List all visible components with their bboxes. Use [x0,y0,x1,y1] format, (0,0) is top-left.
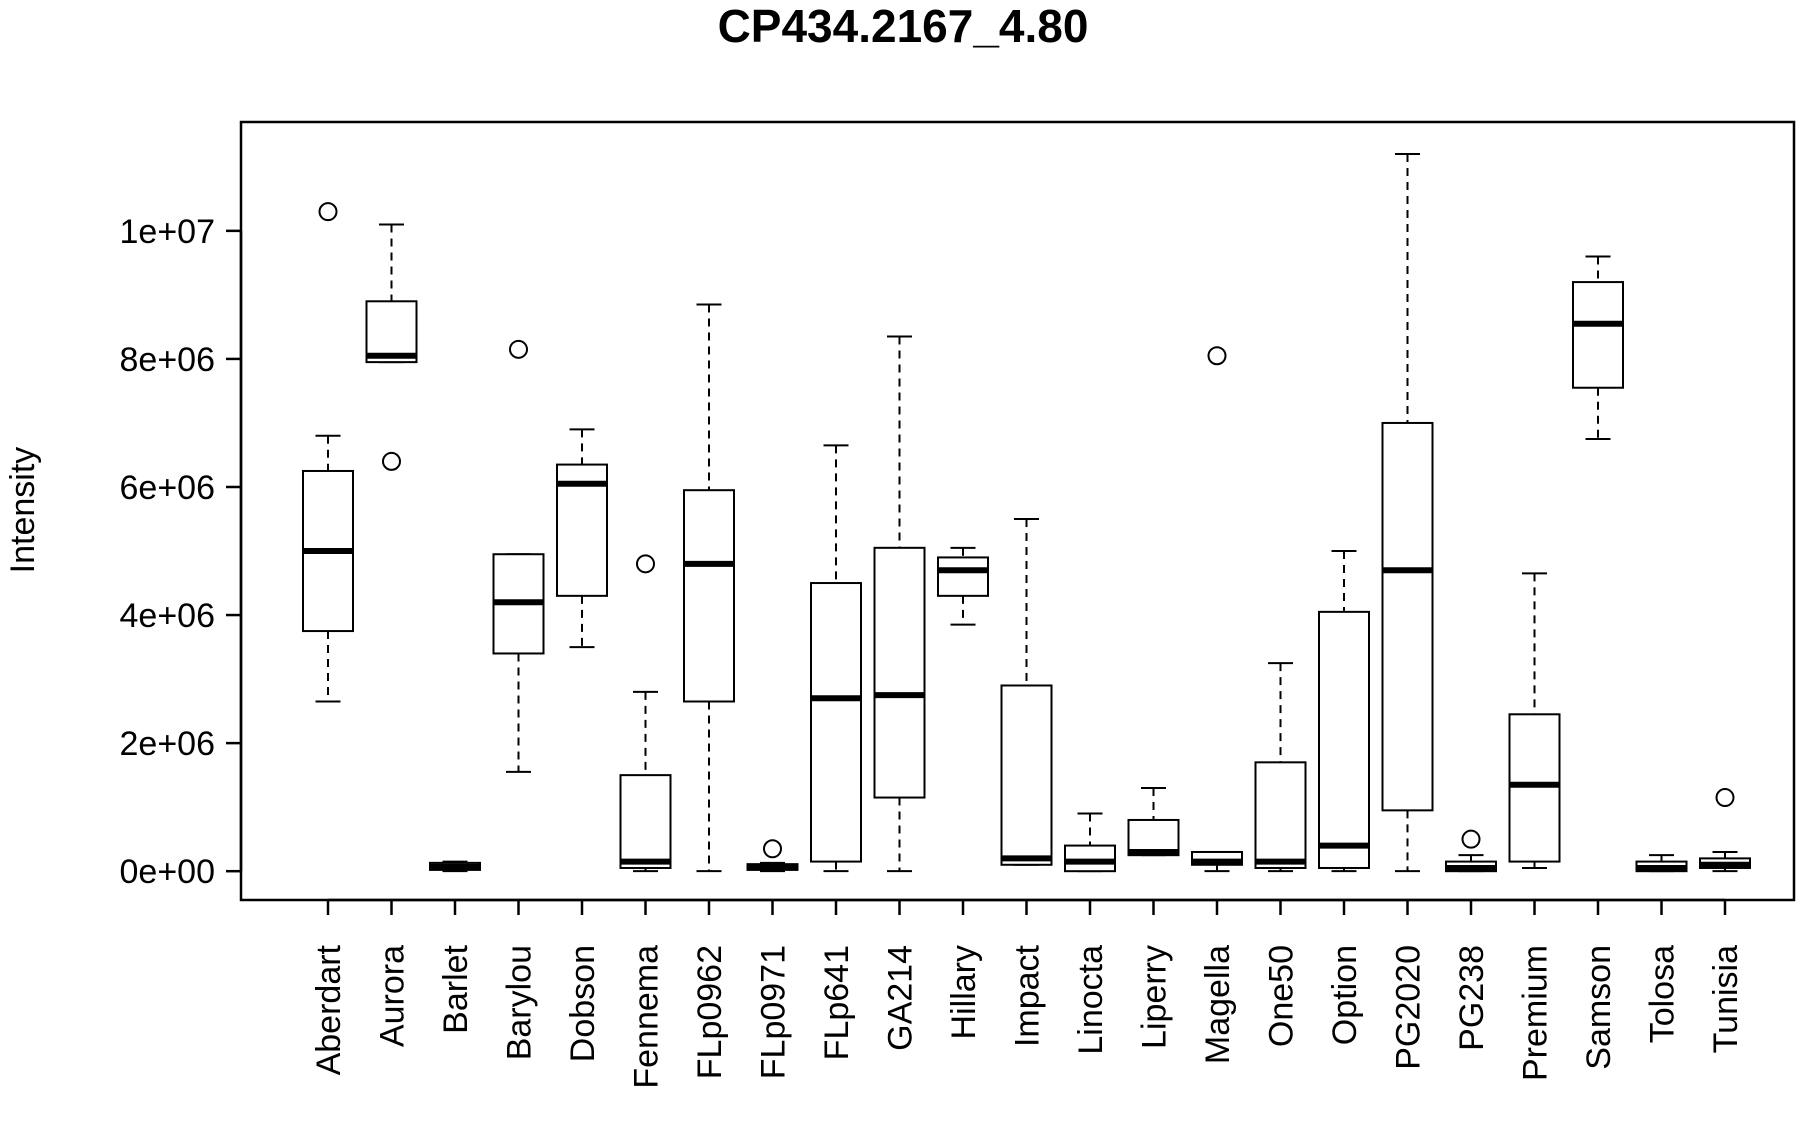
outlier-point [1715,788,1735,808]
box-option [1318,550,1370,873]
y-axis: 0e+00 2e+06 4e+06 6e+06 8e+06 1e+07 [120,213,243,891]
outlier-point [763,839,782,859]
box-iqr [683,489,735,703]
x-tick-label: Samson [1580,945,1618,1070]
x-tick-label: FLp641 [818,945,856,1060]
x-tick-label: Aberdart [310,944,348,1075]
box-iqr [365,300,418,364]
box-tolosa [1635,854,1688,873]
x-tick-label: Tolosa [1644,945,1682,1043]
x-tick-label: One50 [1263,945,1301,1047]
x-tick-label: Linocta [1072,945,1110,1055]
box-iqr [1508,713,1561,863]
box-fennema [619,554,672,873]
y-tick-label: 6e+06 [120,469,216,507]
box-flp0971 [746,839,799,873]
box-impact [1000,518,1053,866]
x-tick-label: Impact [1009,944,1047,1047]
x-tick-label: Magella [1199,945,1237,1064]
x-tick-label: Liperry [1136,945,1174,1049]
x-tick-label: FLp0971 [755,945,793,1079]
box-samson [1572,255,1624,440]
y-tick-label: 4e+06 [120,597,216,635]
y-tick-label: 8e+06 [120,341,216,379]
box-premium [1508,572,1561,869]
x-tick-label: Premium [1517,945,1555,1081]
box-iqr [810,582,862,863]
box-iqr [1572,281,1624,389]
x-axis: Aberdart Aurora Barlet Barylou Dobson Fennema… [310,898,1745,1089]
x-tick-label: FLp0962 [691,945,729,1079]
x-tick-label: Option [1326,945,1364,1045]
box-barylou [492,339,545,773]
x-tick-label: PG2020 [1390,945,1428,1070]
box-iqr [873,546,926,799]
box-magella [1191,346,1243,873]
outlier-point [509,339,528,359]
outlier-point [1207,346,1227,366]
x-tick-label: Tunisia [1707,945,1745,1053]
box-aberdart [302,202,354,703]
y-tick-label: 1e+07 [120,213,216,251]
y-axis-label: Intensity [4,447,42,574]
outlier-point [318,202,338,222]
box-iqr [937,556,989,597]
x-tick-label: GA214 [882,945,920,1051]
chart-title: CP434.2167_4.80 [718,0,1089,52]
x-tick-label: Fennema [628,945,666,1089]
outlier-point [1461,829,1481,849]
box-pg2020 [1381,153,1434,873]
box-aurora [365,223,418,471]
box-barlet [429,860,481,873]
box-iqr [619,774,672,869]
box-iqr [1318,610,1370,869]
box-dobson [556,428,608,649]
box-series [302,153,1751,873]
x-tick-label: Barlet [437,944,475,1033]
outlier-point [382,451,401,471]
box-iqr [1381,421,1434,812]
x-tick-label: Dobson [564,945,602,1062]
x-tick-label: Aurora [374,945,412,1047]
box-linocta [1064,812,1116,873]
x-tick-label: Hillary [945,945,983,1039]
box-ga214 [873,335,926,873]
box-hillary [937,546,989,626]
x-tick-label: Barylou [501,945,539,1060]
box-iqr [1000,684,1053,866]
y-tick-label: 0e+00 [120,853,216,891]
box-flp641 [810,444,862,873]
box-iqr [1064,844,1116,873]
box-pg238 [1445,829,1497,873]
box-flp0962 [683,303,735,873]
y-tick-label: 2e+06 [120,725,216,763]
box-iqr [1254,761,1307,869]
box-liperry [1127,786,1180,857]
x-tick-label: PG238 [1453,945,1491,1051]
box-tunisia [1699,788,1751,873]
outlier-point [636,554,655,574]
box-one50 [1254,662,1307,873]
